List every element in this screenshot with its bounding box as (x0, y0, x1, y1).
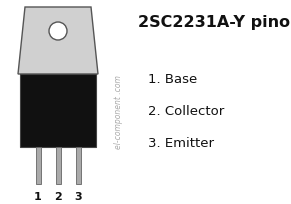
Text: 3: 3 (74, 191, 82, 201)
Text: 3. Emitter: 3. Emitter (148, 137, 214, 150)
Text: 2: 2 (54, 191, 62, 201)
Polygon shape (18, 8, 98, 75)
Text: 2. Collector: 2. Collector (148, 105, 224, 118)
Bar (20, 75, 96, 147)
Text: 1: 1 (34, 191, 42, 201)
Circle shape (49, 23, 67, 41)
Bar (75, 147, 81, 184)
Text: 1. Base: 1. Base (148, 73, 197, 86)
Bar (56, 147, 61, 184)
Text: el-component .com: el-component .com (113, 75, 123, 148)
Bar (36, 147, 40, 184)
Text: 2SC2231A-Y pinout: 2SC2231A-Y pinout (138, 14, 291, 29)
